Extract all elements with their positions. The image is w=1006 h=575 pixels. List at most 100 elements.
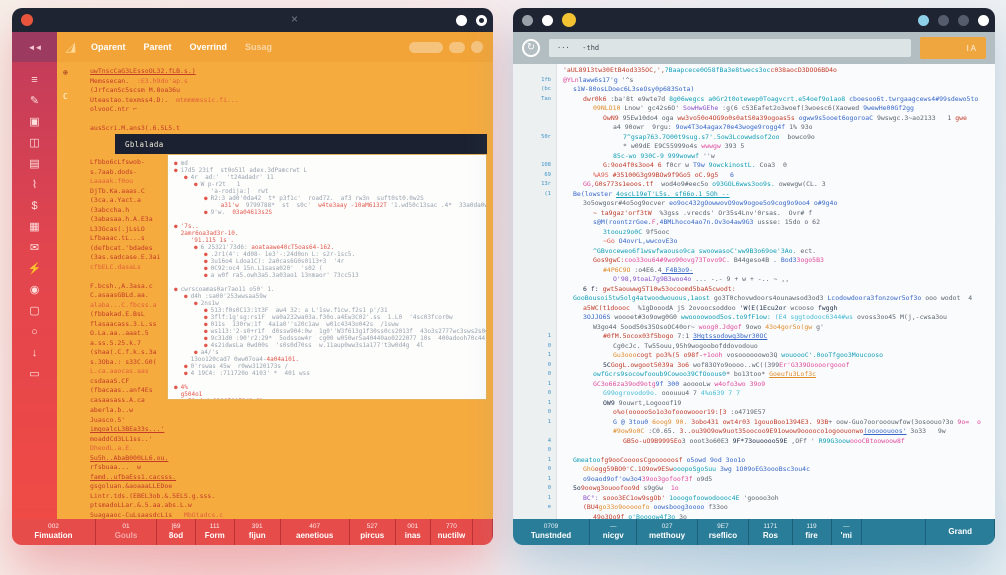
code-line: 49o3Oo9f o'Boooow4f3o 3o [593, 512, 687, 520]
status-cell: — nicgv [590, 519, 638, 545]
status-label: Grand [948, 527, 972, 536]
code-line: OW9 9ouwrt,Logooof19 [603, 398, 682, 407]
inspector-line: ● a4/'s [194, 349, 219, 356]
active-dot[interactable] [978, 14, 989, 26]
inspector-line: ●'a-rodija:] rwt [210, 188, 269, 195]
circle-plus-icon[interactable]: ⊕ [63, 68, 68, 77]
maximize-traffic-dot[interactable] [476, 14, 487, 26]
inspector-line: ● [174, 216, 480, 223]
code-line: (3abasaa.h.A.E3a [90, 215, 153, 223]
minimize-traffic-dot[interactable] [542, 14, 553, 26]
code-line: o%o(oooooSo1o3ofooowooor19:[3 :o4719E57 [613, 408, 766, 416]
bullet-dot-icon: ● [194, 349, 198, 356]
status-value: 0709 [543, 523, 559, 530]
inactive-dot[interactable] [938, 14, 949, 26]
sidebar-tool-icon[interactable]: ⌇ [31, 179, 38, 191]
sidebar-tool-icon[interactable]: ✎ [29, 95, 40, 107]
line-number [513, 152, 556, 162]
speaker-icon[interactable]: ◄◄ [12, 32, 57, 62]
line-number [513, 304, 556, 314]
code-line: Juasco.5' [90, 415, 126, 424]
bullet-dot-icon: ● [204, 272, 208, 279]
inspector-line: ● i7d5 23if st0o51l adex.3dPamcrwt L [174, 167, 308, 174]
inspector-line: ● '7s.. [174, 223, 199, 230]
status-cell: Grand [926, 519, 995, 545]
inspector-line: ● 2ns1w [194, 300, 219, 307]
status-label: inas [404, 531, 421, 540]
sidebar-tool-icon[interactable]: ⚡ [27, 263, 42, 275]
sidebar-tool-icon[interactable]: ▭ [29, 368, 40, 380]
menu-item[interactable]: Overrind [189, 42, 228, 52]
left-statusbar: 002 Fimuation 01 Gouls [69 8od 111 Form … [12, 519, 493, 545]
sidebar-tool-icon[interactable]: ▣ [29, 116, 40, 128]
close-traffic-dot[interactable] [522, 14, 533, 26]
inspector-tab[interactable]: Gblalada [125, 139, 164, 149]
code-line: (BU4go33o9ooooofo oowsboog3oooo f33oo [583, 503, 728, 511]
code-line: uwTnscCaG3LEssoOL32.fLB.s.) [90, 67, 196, 75]
sidebar-tool-icon[interactable]: ◫ [29, 137, 40, 149]
status-cell: 119 fire [793, 519, 832, 545]
inactive-dot[interactable] [958, 14, 969, 26]
sidebar-tool-icon[interactable]: ▤ [29, 158, 40, 170]
code-line: alaba...C.fbcss.a [90, 300, 157, 309]
bullet-dot-icon: ● [174, 167, 178, 174]
refresh-c-icon[interactable]: C [63, 92, 68, 101]
sidebar-tool-icon[interactable]: ≡ [31, 74, 38, 86]
line-number: 0 [547, 485, 551, 491]
inspector-line: ● [174, 279, 480, 286]
menu-item[interactable]: Susag [245, 42, 273, 52]
close-traffic-dot[interactable] [21, 14, 33, 26]
code-line: Suagaaoc-CuLsaasdcLis MbGtadcs.c [90, 510, 224, 519]
round-control-button[interactable] [471, 41, 483, 53]
inspector-tab-bar: Gblalada [115, 134, 487, 154]
sidebar-tool-icon[interactable]: ↓ [31, 347, 38, 359]
line-number [513, 275, 556, 285]
status-label: Gouls [114, 531, 138, 540]
code-line: #9ow9o0C :C0.65. 3..ou39O9ow9uot35oocoo9… [613, 427, 946, 435]
code-line: Uteastao.texmss4.D:. mtmmmmssic.fi... [90, 95, 239, 104]
minimize-traffic-dot[interactable] [456, 14, 467, 26]
run-button[interactable]: I A [920, 37, 986, 59]
code-block-top: uwTnscCaG3LEssoOL32.fLB.s.) Memssecan. :E… [90, 67, 489, 134]
address-input[interactable] [549, 39, 911, 57]
sidebar-tool-icon[interactable]: ○ [31, 326, 38, 338]
inspector-panel: ● md ● i7d5 23if st0o51l adex.3dPamcrwt L ● 4… [167, 154, 487, 400]
code-line: W3go44 5ood50s35OsoOC40or~ woog0.Jdgof 9… [593, 322, 824, 331]
app-logo-icon[interactable]: ↻ [522, 39, 540, 57]
inspector-line: ● 0'rswas 45w r0ww3120173s / [184, 363, 289, 370]
status-value: 770 [446, 523, 457, 530]
sidebar-tool-icon[interactable]: ▢ [29, 305, 40, 317]
maximize-traffic-dot[interactable] [562, 13, 576, 27]
line-number: 13r [541, 181, 551, 187]
line-number: 108 [541, 162, 551, 168]
line-number [513, 266, 556, 276]
sidebar-tool-icon[interactable]: ▦ [29, 221, 40, 233]
menu-item[interactable]: Parent [143, 42, 172, 52]
status-blue-dot[interactable] [918, 14, 929, 26]
status-cell: 001 inas [396, 519, 431, 545]
line-number: 1 [547, 475, 551, 482]
small-pill-button[interactable] [449, 41, 465, 53]
sidebar-tool-icon[interactable]: ✉ [29, 242, 40, 254]
code-line: GC3o66za39od9otg9f 300 aooooLw w4ofo3wo … [593, 379, 766, 388]
line-number: 0 [547, 466, 551, 472]
code-line: GooBousoi5tw5olg4atwoodwouous,1aost go3T… [573, 294, 973, 302]
line-number: 0 [547, 361, 551, 368]
menu-bar: Oparent Parent Overrind Susag [91, 42, 272, 52]
close-icon[interactable]: × [290, 12, 298, 26]
status-cell: 9E7 rseflico [698, 519, 750, 545]
code-block-bottom: aberla.b..w Juasco.5' imgoalcL3BEa33s...' m… [90, 406, 489, 519]
code-line: owfGcrs9socowfooub9Cowoo39CfOoous0* bo13… [593, 370, 817, 378]
menu-item[interactable]: Oparent [91, 42, 126, 52]
status-cell: 027 metthouy [637, 519, 698, 545]
code-line: (fbacaas..anf4Es [90, 386, 153, 394]
code-line [90, 115, 489, 125]
toggle-pill-button[interactable] [409, 41, 443, 53]
status-label: Ros [762, 531, 778, 540]
sidebar-tool-icon[interactable]: ◉ [29, 284, 40, 296]
bullet-dot-icon: ● [184, 174, 188, 181]
sidebar-tool-icon[interactable]: $ [31, 200, 38, 212]
status-cell: 111 Form [196, 519, 235, 545]
code-line: GhGogg59BO0'C.1O9ow9ESwooopoSgoSuu 3wg 1… [583, 465, 810, 473]
code-line: 6 f: gwt5aouwwg5T10w53ocoomd5baA5cwodt: [583, 284, 736, 293]
